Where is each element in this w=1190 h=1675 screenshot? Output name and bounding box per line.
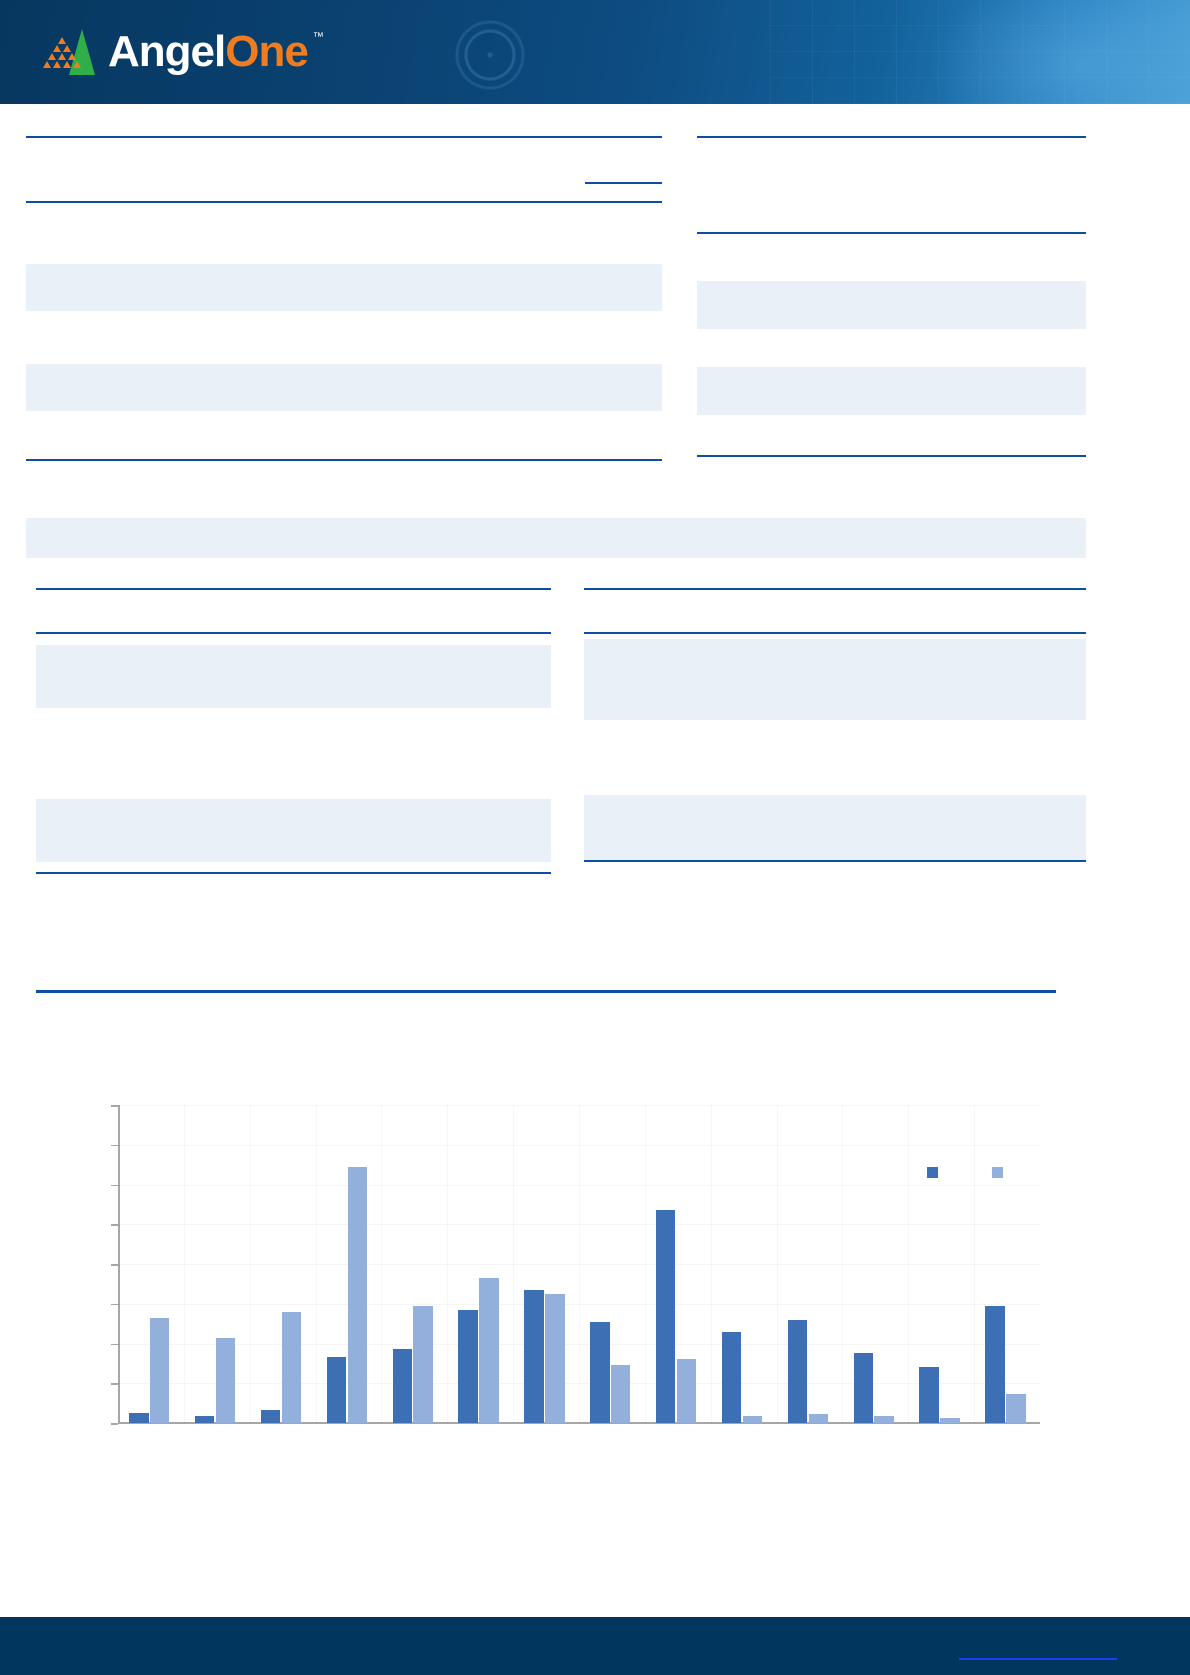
vertical-gridline — [908, 1105, 909, 1423]
table-rule — [26, 136, 662, 138]
full-width-highlight-row — [26, 518, 1086, 558]
trademark-symbol: ™ — [312, 31, 324, 43]
y-axis-tick — [111, 1144, 118, 1147]
vertical-gridline — [250, 1105, 251, 1423]
table-row — [26, 264, 662, 311]
chart-bar-series-2 — [940, 1417, 960, 1423]
page-header-banner: AngelOne ™ — [0, 0, 1190, 104]
vertical-gridline — [645, 1105, 646, 1423]
y-axis-tick — [111, 1423, 118, 1425]
chart-bar-series-1 — [787, 1319, 808, 1423]
legend-swatch-series-1 — [927, 1167, 938, 1178]
legend-swatch-series-2 — [992, 1167, 1003, 1178]
chart-bar-series-1 — [392, 1349, 413, 1423]
chart-bar-series-2 — [347, 1166, 367, 1423]
chart-bar-series-1 — [524, 1289, 544, 1423]
table-row — [584, 795, 1086, 860]
document-body — [0, 104, 1190, 1617]
table-rule — [26, 459, 662, 461]
y-axis-tick — [111, 1343, 118, 1346]
vertical-gridline — [381, 1105, 382, 1423]
chart-bar-series-2 — [413, 1305, 433, 1423]
vertical-gridline — [184, 1105, 185, 1423]
chart-bar-series-2 — [610, 1365, 631, 1423]
chart-bar-series-2 — [545, 1293, 565, 1423]
chart-bar-series-1 — [721, 1331, 742, 1423]
y-axis-tick — [111, 1224, 118, 1226]
bar-chart — [0, 104, 1190, 1617]
table-row — [697, 367, 1086, 415]
y-axis-tick — [111, 1264, 118, 1266]
table-row — [36, 799, 551, 862]
chart-bar-series-2 — [676, 1359, 697, 1423]
table-row — [26, 364, 662, 411]
y-axis-tick — [111, 1303, 118, 1306]
chart-bar-series-1 — [458, 1309, 478, 1423]
chart-bar-series-1 — [590, 1321, 610, 1423]
table-rule — [584, 632, 1086, 634]
table-rule — [36, 632, 551, 634]
chart-bar-series-2 — [808, 1414, 828, 1423]
chart-bar-series-2 — [874, 1416, 894, 1423]
chart-bar-series-1 — [985, 1305, 1005, 1423]
chart-bar-series-1 — [195, 1416, 215, 1423]
chart-y-axis — [118, 1105, 120, 1423]
table-rule — [36, 588, 551, 590]
chart-bar-series-2 — [479, 1277, 499, 1423]
vertical-gridline — [316, 1105, 317, 1423]
y-axis-tick — [111, 1105, 118, 1107]
chart-bar-series-2 — [1006, 1394, 1026, 1423]
vertical-gridline — [974, 1105, 975, 1423]
vertical-gridline — [711, 1105, 712, 1423]
header-glow-decoration — [930, 0, 1190, 104]
chart-bar-series-1 — [656, 1210, 676, 1423]
chart-bar-series-2 — [149, 1317, 170, 1423]
chart-bar-series-1 — [260, 1410, 281, 1423]
table-rule — [584, 588, 1086, 590]
table-row — [584, 639, 1086, 720]
table-rule — [585, 182, 662, 184]
section-divider — [36, 990, 1056, 993]
vertical-gridline — [842, 1105, 843, 1423]
table-rule — [36, 872, 551, 874]
angelone-logo[interactable]: AngelOne ™ — [43, 26, 324, 78]
chart-bar-series-1 — [326, 1357, 347, 1423]
header-grid-decoration — [770, 0, 1190, 104]
chart-bar-series-1 — [919, 1367, 939, 1423]
chart-bar-series-1 — [853, 1353, 874, 1423]
angelone-wordmark: AngelOne ™ — [108, 27, 324, 76]
table-row — [36, 645, 551, 708]
vertical-gridline — [513, 1105, 514, 1423]
table-rule — [697, 232, 1086, 234]
brand-primary-text: Angel — [108, 27, 226, 76]
table-rule — [697, 136, 1086, 138]
vertical-gridline — [579, 1105, 580, 1423]
chart-bar-series-2 — [281, 1311, 302, 1423]
page-footer — [0, 1617, 1190, 1675]
footer-link[interactable] — [959, 1658, 1117, 1660]
chart-bar-series-2 — [742, 1416, 763, 1423]
vertical-gridline — [447, 1105, 448, 1423]
y-axis-tick — [111, 1184, 118, 1187]
logo-orange-dot-triangles — [43, 37, 81, 75]
table-rule — [26, 201, 662, 203]
chart-x-axis — [118, 1422, 1040, 1424]
table-row — [697, 281, 1086, 329]
brand-secondary-text: One — [225, 27, 309, 76]
chart-bar-series-1 — [129, 1413, 149, 1423]
vertical-gridline — [777, 1105, 778, 1423]
table-rule — [697, 455, 1086, 457]
angelone-triangle-logo-icon — [43, 29, 99, 75]
y-axis-tick — [111, 1383, 118, 1385]
chart-bar-series-2 — [215, 1337, 236, 1423]
table-rule — [584, 860, 1086, 862]
